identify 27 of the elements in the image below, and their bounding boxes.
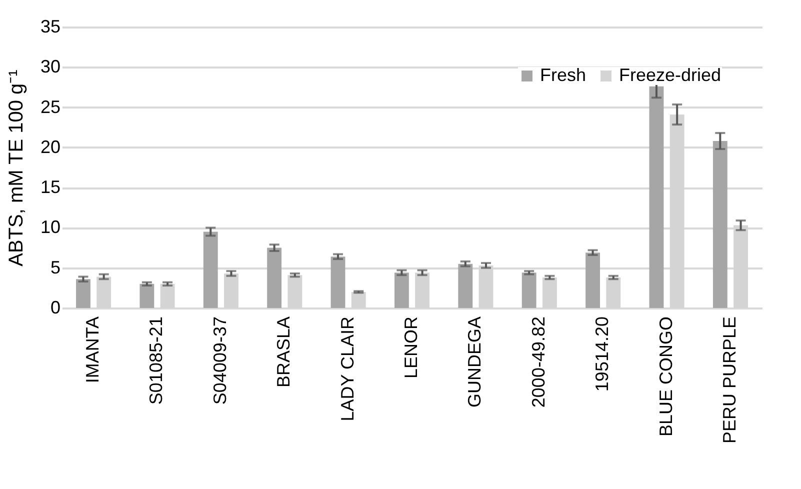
y-tick-label: 0 bbox=[50, 298, 60, 318]
bar bbox=[649, 86, 664, 308]
y-tick-label: 30 bbox=[40, 56, 60, 77]
y-tick-label: 15 bbox=[40, 177, 60, 198]
x-tick-label: GUNDEGA bbox=[464, 316, 485, 408]
legend-label: Freeze-dried bbox=[619, 65, 722, 85]
x-tick-label: S04009-37 bbox=[210, 316, 230, 405]
bar bbox=[203, 232, 218, 308]
x-tick-label: LENOR bbox=[401, 316, 421, 379]
y-tick-label: 20 bbox=[40, 136, 60, 157]
x-tick-label: BLUE CONGO bbox=[656, 316, 676, 437]
x-tick-label: S01085-21 bbox=[146, 316, 166, 405]
bar bbox=[267, 248, 282, 308]
x-tick-label: LADY CLAIR bbox=[337, 316, 358, 422]
x-tick-label: IMANTA bbox=[82, 316, 103, 384]
y-tick-label: 35 bbox=[40, 16, 60, 36]
y-tick-label: 5 bbox=[50, 257, 60, 278]
x-tick-label: PERU PURPLE bbox=[719, 316, 740, 444]
y-axis-title: ABTS, mM TE 100 g⁻¹ bbox=[5, 69, 28, 266]
x-tick-label: BRASLA bbox=[274, 316, 294, 388]
bar bbox=[351, 292, 366, 308]
y-tick-label: 10 bbox=[40, 217, 60, 238]
legend-label: Fresh bbox=[540, 65, 586, 85]
bar bbox=[712, 141, 728, 308]
x-tick-label: 2000-49.82 bbox=[528, 316, 548, 408]
x-tick-label: 19514.20 bbox=[592, 316, 612, 392]
y-tick-label: 25 bbox=[40, 96, 60, 117]
